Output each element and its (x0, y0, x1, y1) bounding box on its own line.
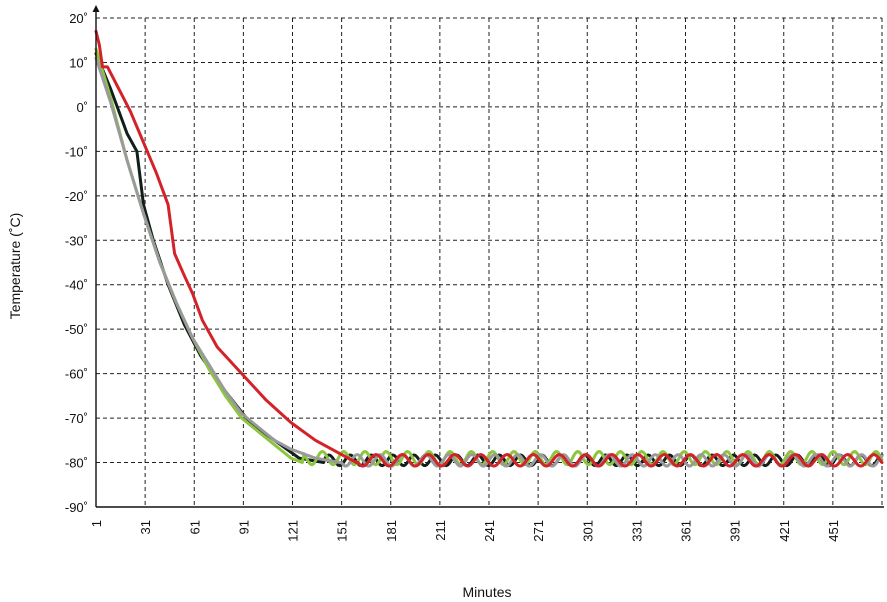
x-tick-label: 391 (728, 520, 743, 542)
y-axis-title: Temperature (˚C) (7, 213, 23, 320)
series-line-4 (94, 29, 884, 468)
x-tick-label: 31 (138, 520, 153, 534)
x-tick-label: 121 (286, 520, 301, 542)
series-layer (94, 29, 884, 468)
y-tick-label: -40˚ (65, 278, 88, 293)
y-tick-label: -60˚ (65, 367, 88, 382)
y-tick-label: -20˚ (65, 189, 88, 204)
y-tick-label: -10˚ (65, 144, 88, 159)
y-tick-label: -30˚ (65, 233, 88, 248)
y-tick-label: -70˚ (65, 411, 88, 426)
x-tick-label: 151 (335, 520, 350, 542)
x-tick-label: 271 (531, 520, 546, 542)
x-tick-label: 331 (629, 520, 644, 542)
x-tick-label: 211 (433, 520, 448, 541)
x-tick-label: 61 (187, 520, 202, 534)
x-tick-label: 241 (482, 520, 497, 542)
y-tick-label: -50˚ (65, 322, 88, 337)
x-tick-labels: 1 31 61 91 121 151 181 211 241 271 301 331 361 391 421… (89, 520, 841, 542)
y-axis-arrow (92, 5, 100, 12)
x-tick-label: 361 (679, 520, 694, 542)
x-tick-label: 91 (236, 520, 251, 534)
x-tick-label: 1 (89, 520, 104, 527)
y-tick-label: 10˚ (69, 55, 88, 70)
x-tick-label: 451 (826, 520, 841, 542)
grid-lines (96, 17, 883, 507)
x-tick-label: 181 (384, 520, 399, 542)
x-tick-label: 301 (580, 520, 595, 542)
y-tick-label: -80˚ (65, 456, 88, 471)
x-tick-label: 421 (777, 520, 792, 542)
y-tick-label: 0˚ (76, 100, 88, 115)
y-tick-labels: 20˚ 10˚ 0˚ -10˚ -20˚ -30˚ -40˚ -50˚ -60˚ -70˚ -80˚… (65, 11, 88, 515)
y-tick-label: -90˚ (65, 500, 88, 515)
axes (92, 5, 884, 508)
x-axis-title: Minutes (462, 584, 511, 600)
y-tick-label: 20˚ (69, 11, 88, 26)
